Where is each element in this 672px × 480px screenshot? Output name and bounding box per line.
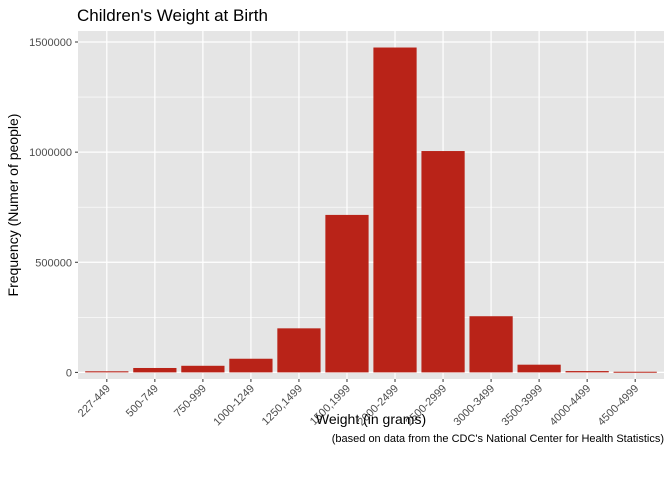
x-axis-title: Weight (in grams) <box>316 411 426 427</box>
bar <box>181 365 225 373</box>
bars <box>85 47 657 373</box>
minor-gridlines <box>78 96 664 318</box>
bar <box>469 316 513 373</box>
y-axis-title: Frequency (Numer of people) <box>5 114 21 297</box>
y-tick-label: 0 <box>66 367 72 379</box>
x-tick-label: 3000-3499 <box>452 383 498 429</box>
bar <box>325 214 369 373</box>
y-tick-label: 1000000 <box>29 147 72 159</box>
bar <box>613 371 657 373</box>
bar <box>565 371 609 373</box>
chart-caption: (based on data from the CDC's National C… <box>332 433 664 445</box>
x-tick-label: 1250,1499 <box>260 383 305 428</box>
y-tick-label: 500000 <box>35 257 72 269</box>
bar <box>373 47 417 373</box>
y-axis-ticks: 0 500000 1000000 1500000 <box>29 37 78 379</box>
x-tick-label: 500-749 <box>124 383 161 420</box>
bar <box>133 367 177 373</box>
bar <box>229 358 273 373</box>
x-tick-label: 227-449 <box>76 383 113 420</box>
x-tick-label: 4500-4999 <box>596 383 642 429</box>
y-tick-label: 1500000 <box>29 37 72 49</box>
bar <box>85 371 129 373</box>
bar <box>421 151 465 373</box>
bar <box>277 328 321 373</box>
chart-title: Children's Weight at Birth <box>77 6 268 25</box>
x-tick-label: 3500-3999 <box>500 383 546 429</box>
bar <box>517 364 561 373</box>
plot-panel <box>78 31 664 379</box>
x-tick-label: 750-999 <box>172 383 209 420</box>
x-tick-label: 4000-4499 <box>548 383 594 429</box>
x-tick-label: 1000-1249 <box>211 383 257 429</box>
